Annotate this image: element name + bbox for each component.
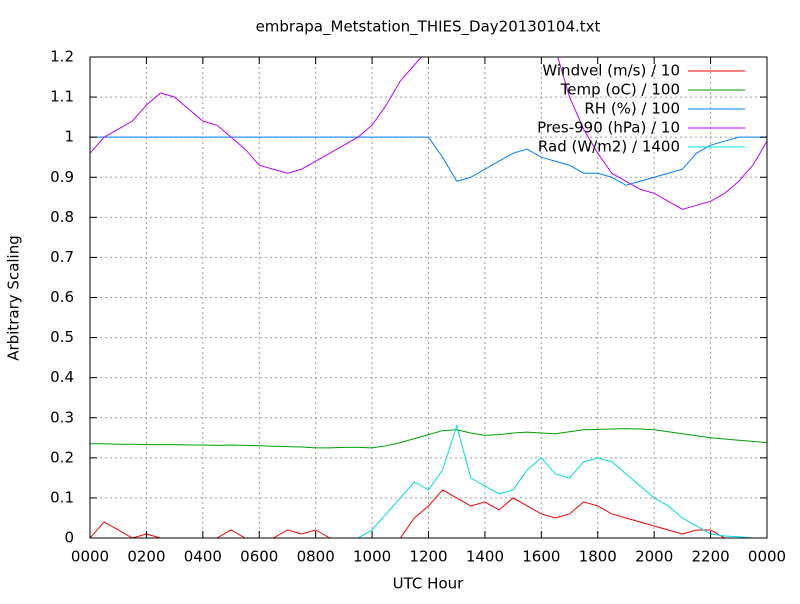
chart-title: embrapa_Metstation_THIES_Day20130104.txt [256, 18, 601, 37]
plot-area [90, 57, 767, 538]
y-tick-label: 0.6 [50, 288, 74, 306]
legend-label: Windvel (m/s) / 10 [542, 62, 680, 80]
y-tick-label: 0.9 [50, 168, 74, 186]
x-tick-label: 0200 [127, 548, 165, 566]
x-tick-label: 0400 [184, 548, 222, 566]
data-line [90, 428, 767, 449]
y-tick-label: 0.4 [50, 368, 74, 386]
x-tick-label: 1600 [522, 548, 560, 566]
y-tick-label: 0.5 [50, 328, 74, 346]
y-tick-label: 1 [64, 128, 74, 146]
x-tick-label: 2000 [635, 548, 673, 566]
x-tick-label: 1200 [409, 548, 447, 566]
x-tick-label: 1000 [353, 548, 391, 566]
y-tick-label: 1.1 [50, 88, 74, 106]
y-tick-label: 0.1 [50, 488, 74, 506]
y-tick-label: 1.2 [50, 48, 74, 66]
legend-label: RH (%) / 100 [584, 100, 680, 118]
y-axis-label: Arbitrary Scaling [5, 235, 23, 361]
y-tick-label: 0.8 [50, 208, 74, 226]
data-line [90, 424, 767, 538]
legend-label: Pres-990 (hPa) / 10 [537, 119, 680, 137]
legend-label: Rad (W/m2) / 1400 [538, 138, 680, 156]
x-tick-label: 0800 [297, 548, 335, 566]
data-line [90, 57, 767, 210]
x-tick-label: 2200 [691, 548, 729, 566]
x-tick-label: 0000 [748, 548, 786, 566]
x-tick-label: 1400 [466, 548, 504, 566]
data-line [90, 489, 767, 538]
x-axis-label: UTC Hour [393, 575, 464, 593]
x-tick-label: 0000 [71, 548, 109, 566]
x-tick-label: 1800 [579, 548, 617, 566]
y-tick-label: 0.7 [50, 248, 74, 266]
x-tick-label: 0600 [240, 548, 278, 566]
y-tick-label: 0 [64, 529, 74, 547]
legend-label: Temp (oC) / 100 [560, 81, 680, 99]
y-tick-label: 0.3 [50, 408, 74, 426]
y-tick-label: 0.2 [50, 448, 74, 466]
data-line [90, 136, 767, 186]
